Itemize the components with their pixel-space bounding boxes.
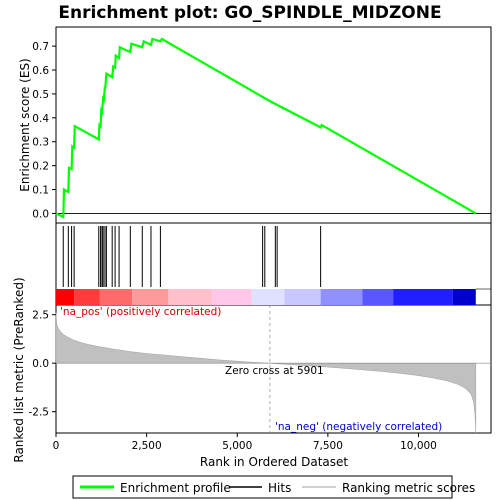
legend-metric-label: Ranking metric scores: [342, 481, 475, 495]
x-tick-label: 5,000: [222, 440, 252, 452]
legend-hits-label: Hits: [268, 481, 291, 495]
legend-enrichment-label: Enrichment profile: [120, 481, 231, 495]
rank-color-band: [320, 289, 363, 305]
x-tick-label: 10,000: [400, 440, 437, 452]
metric-y-tick-label: 2.5: [32, 310, 49, 322]
rank-color-band: [132, 289, 169, 305]
metric-area: [55, 312, 477, 434]
metric-y-tick-label: -2.5: [29, 407, 50, 419]
metric-y-axis-label: Ranked list metric (PreRanked): [12, 277, 26, 462]
es-y-tick-label: 0.3: [32, 137, 49, 149]
rank-color-band: [99, 289, 133, 305]
legend-box: [72, 475, 453, 499]
rank-color-band: [284, 289, 321, 305]
es-y-tick-label: 0.5: [32, 89, 49, 101]
x-tick-label: 0: [53, 440, 60, 452]
rank-color-band: [56, 289, 75, 305]
es-y-axis-label: Enrichment score (ES): [18, 58, 32, 191]
es-y-tick-label: 0.2: [32, 161, 49, 173]
zero-cross-label: Zero cross at 5901: [225, 365, 324, 377]
chart-title: Enrichment plot: GO_SPINDLE_MIDZONE: [58, 3, 441, 23]
x-tick-label: 2,500: [132, 440, 162, 452]
es-y-tick-label: 0.7: [32, 41, 49, 53]
rank-color-band: [362, 289, 394, 305]
es-curve-line: [55, 37, 477, 219]
na-neg-label: 'na_neg' (negatively correlated): [275, 421, 442, 433]
metric-y-tick-label: 0.0: [32, 358, 49, 370]
x-axis-label: Rank in Ordered Dataset: [200, 455, 348, 469]
rank-color-band: [393, 289, 453, 305]
es-y-tick-label: 0.6: [32, 65, 49, 77]
x-tick-label: 7,500: [313, 440, 343, 452]
es-y-tick-label: 0.4: [32, 113, 49, 125]
rank-color-band: [168, 289, 212, 305]
es-panel: [55, 26, 492, 224]
rank-color-band: [251, 289, 285, 305]
es-y-tick-label: 0.1: [32, 185, 49, 197]
rank-color-band: [211, 289, 252, 305]
rank-color-band: [74, 289, 100, 305]
na-pos-label: 'na_pos' (positively correlated): [60, 306, 221, 318]
rank-color-band: [452, 289, 476, 305]
es-y-tick-label: 0.0: [32, 208, 49, 220]
